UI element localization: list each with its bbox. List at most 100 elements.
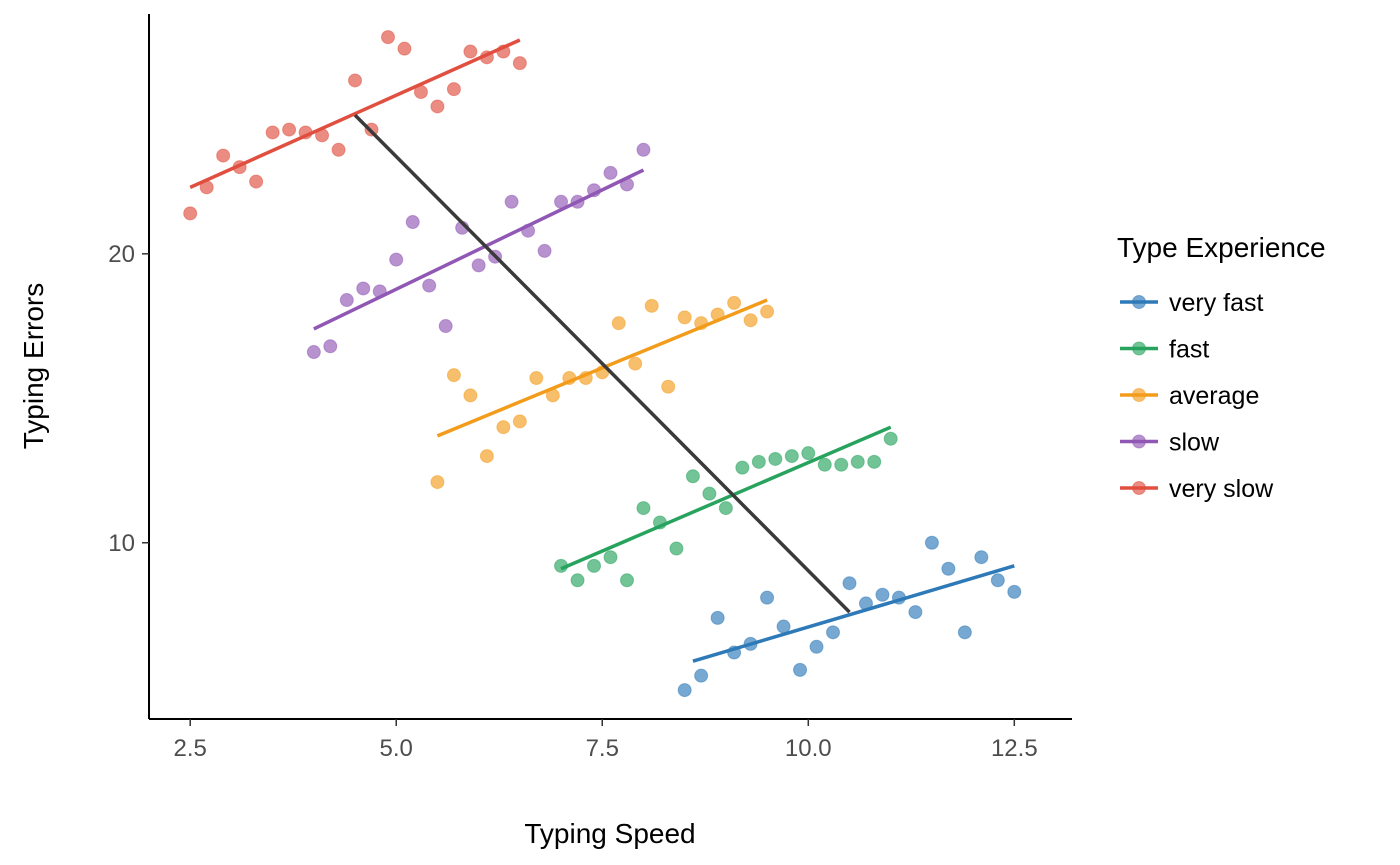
data-point-slow (438, 319, 453, 334)
y-tick-label: 20 (108, 241, 135, 268)
legend-key-slow (1120, 434, 1158, 449)
data-point-very-fast (875, 587, 890, 602)
data-point-fast (784, 449, 799, 464)
data-point-very-fast (990, 573, 1005, 588)
data-point-fast (751, 454, 766, 469)
data-point-very-slow (413, 85, 428, 100)
data-point-average (727, 295, 742, 310)
data-point-slow (306, 345, 321, 360)
data-point-fast (570, 573, 585, 588)
data-point-average (496, 420, 511, 435)
data-point-slow (323, 339, 338, 354)
x-tick-label: 5.0 (380, 735, 413, 762)
data-point-very-fast (760, 590, 775, 605)
legend-key-very-fast (1120, 295, 1158, 309)
data-point-slow (389, 252, 404, 267)
data-point-fast (636, 501, 651, 516)
data-point-very-fast (793, 662, 808, 677)
data-point-very-slow (446, 82, 461, 97)
data-point-slow (521, 223, 536, 238)
data-point-fast (685, 469, 700, 484)
data-point-slow (372, 284, 387, 299)
data-point-very-fast (743, 636, 758, 651)
data-point-average (743, 313, 758, 328)
data-point-very-slow (380, 30, 395, 45)
data-point-very-fast (924, 535, 939, 550)
fit-line-slow (313, 168, 645, 331)
data-point-slow (570, 194, 585, 209)
data-point-very-slow (199, 180, 214, 195)
legend-point (1132, 434, 1146, 449)
data-point-very-slow (282, 122, 297, 137)
data-point-very-slow (183, 206, 198, 221)
data-point-slow (603, 165, 618, 180)
legend-label-fast: fast (1169, 336, 1209, 364)
legend-point (1132, 481, 1146, 495)
data-point-slow (422, 278, 437, 293)
legend: Type Experience very fast fast average slow… (1117, 232, 1326, 503)
data-point-very-slow (298, 125, 313, 140)
fit-line-fast (560, 425, 892, 571)
data-point-very-fast (1007, 584, 1022, 599)
data-point-very-slow (463, 44, 478, 59)
data-point-average (710, 307, 725, 322)
data-point-average (628, 356, 643, 371)
plot-axes (148, 14, 1072, 720)
y-tick-label: 10 (108, 530, 135, 557)
data-point-fast (603, 550, 618, 565)
x-tick-label: 10.0 (785, 735, 832, 762)
data-point-very-slow (348, 73, 363, 88)
data-point-slow (537, 243, 552, 258)
data-point-very-slow (430, 99, 445, 114)
axis-ticks: 2.5 5.0 7.5 10.0 12.5 10 20 (108, 241, 1037, 762)
data-point-average (677, 310, 692, 325)
data-point-average (463, 388, 478, 403)
legend-key-average (1120, 388, 1158, 402)
data-point-slow (405, 215, 420, 230)
data-point-average (760, 304, 775, 319)
data-point-very-fast (694, 668, 709, 683)
legend-label-very-slow: very slow (1169, 475, 1274, 503)
data-point-very-slow (331, 142, 346, 157)
data-point-slow (471, 258, 486, 273)
data-point-fast (883, 431, 898, 446)
data-point-slow (339, 293, 354, 308)
y-axis-title: Typing Errors (18, 283, 49, 450)
data-point-very-fast (842, 576, 857, 591)
legend-key-fast (1120, 341, 1158, 356)
data-point-slow (636, 142, 651, 157)
data-point-fast (735, 460, 750, 475)
data-point-very-fast (891, 590, 906, 605)
data-point-very-fast (710, 610, 725, 625)
data-point-fast (850, 454, 865, 469)
data-point-very-fast (858, 596, 873, 611)
data-point-slow (619, 177, 634, 192)
data-point-slow (356, 281, 371, 296)
data-point-average (529, 371, 544, 386)
data-point-slow (554, 194, 569, 209)
data-point-very-slow (315, 128, 330, 143)
data-point-very-fast (727, 645, 742, 660)
data-point-average (578, 371, 593, 386)
data-point-very-fast (957, 625, 972, 640)
data-point-fast (702, 486, 717, 501)
legend-title: Type Experience (1117, 232, 1326, 263)
data-point-very-fast (908, 605, 923, 620)
x-tick-label: 2.5 (174, 735, 207, 762)
data-point-fast (817, 457, 832, 472)
data-point-very-fast (776, 619, 791, 634)
data-point-very-slow (232, 160, 247, 175)
legend-label-very-fast: very fast (1169, 289, 1264, 317)
data-point-fast (554, 558, 569, 573)
data-point-very-slow (397, 41, 412, 56)
data-point-fast (587, 558, 602, 573)
x-tick-label: 12.5 (991, 735, 1038, 762)
data-point-fast (768, 451, 783, 466)
data-point-average (446, 368, 461, 383)
overall-trend (353, 113, 851, 614)
legend-point (1132, 295, 1146, 309)
data-point-very-fast (974, 550, 989, 565)
data-point-very-fast (677, 683, 692, 698)
data-point-average (430, 475, 445, 490)
